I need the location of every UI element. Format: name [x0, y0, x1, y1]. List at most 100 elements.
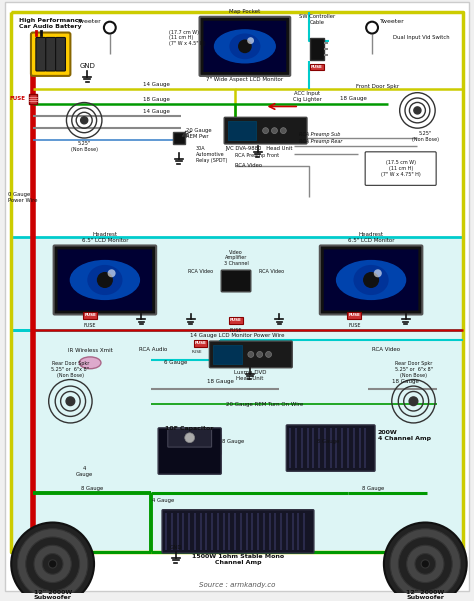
Bar [11, 331, 463, 552]
Text: 6 Gauge: 6 Gauge [164, 361, 188, 365]
Circle shape [81, 117, 88, 124]
Text: 200W
4 Channel Amp: 200W 4 Channel Amp [378, 430, 431, 441]
Text: Video
Amplifier
3 Channel: Video Amplifier 3 Channel [224, 249, 248, 266]
Text: IR Wireless Xmit: IR Wireless Xmit [68, 348, 112, 353]
Circle shape [18, 529, 88, 599]
Bar [229, 317, 243, 324]
Text: 10F Capacitor: 10F Capacitor [165, 426, 214, 431]
Circle shape [263, 127, 269, 133]
Text: Tweeter: Tweeter [77, 19, 102, 24]
FancyBboxPatch shape [31, 32, 70, 76]
Bar [347, 312, 361, 319]
Text: 8 Gauge: 8 Gauge [222, 439, 245, 444]
Text: 20 Gauge REM Turn On Wire: 20 Gauge REM Turn On Wire [226, 402, 303, 407]
FancyBboxPatch shape [200, 17, 290, 76]
Text: Luxma DVD
Head Unit: Luxma DVD Head Unit [234, 370, 266, 380]
Bar [29, 94, 37, 103]
Text: Map Pocket: Map Pocket [229, 9, 261, 14]
Circle shape [409, 397, 418, 406]
Text: 7" Wide Aspect LCD Monitor: 7" Wide Aspect LCD Monitor [206, 77, 283, 82]
Text: FUSE: FUSE [311, 65, 323, 69]
Circle shape [421, 560, 429, 568]
Ellipse shape [214, 29, 276, 64]
Circle shape [185, 433, 194, 442]
Text: (17.5 cm W)
(11 cm H)
(7" W x 4.75" H): (17.5 cm W) (11 cm H) (7" W x 4.75" H) [381, 160, 420, 177]
Text: 1500W 1ohm Stable Mono
Channel Amp: 1500W 1ohm Stable Mono Channel Amp [192, 554, 284, 565]
FancyBboxPatch shape [224, 117, 307, 144]
Text: 5.25"
(Non Bose): 5.25" (Non Bose) [71, 141, 98, 152]
Circle shape [390, 529, 461, 599]
Text: 5.25"
(Non Bose): 5.25" (Non Bose) [412, 131, 439, 142]
Circle shape [398, 537, 452, 591]
Bar [324, 43, 328, 44]
Text: 12" 2000W
Subwoofer: 12" 2000W Subwoofer [406, 590, 445, 600]
Text: RCA Preamp Front: RCA Preamp Front [235, 153, 279, 158]
FancyBboxPatch shape [365, 152, 436, 185]
FancyBboxPatch shape [158, 428, 221, 474]
Circle shape [265, 352, 272, 358]
Bar [310, 64, 324, 70]
Text: 8 Gauge: 8 Gauge [81, 486, 103, 490]
Text: FUSE: FUSE [230, 319, 242, 322]
Text: Tweeter: Tweeter [380, 19, 405, 24]
Text: SW Controller
Cable: SW Controller Cable [299, 14, 335, 25]
Bar [324, 48, 328, 50]
Ellipse shape [79, 357, 101, 369]
Text: 8 Gauge: 8 Gauge [317, 439, 339, 444]
Text: (17.7 cm W)
(11 cm H)
(7" W x 4.5" H): (17.7 cm W) (11 cm H) (7" W x 4.5" H) [169, 29, 206, 46]
FancyBboxPatch shape [162, 510, 314, 553]
Text: Headrest
6.5" LCD Monitor: Headrest 6.5" LCD Monitor [82, 232, 128, 243]
Bar [173, 132, 185, 144]
Text: JVC DVA-9880   Head Unit: JVC DVA-9880 Head Unit [225, 146, 292, 151]
Text: 8 Gauge: 8 Gauge [362, 486, 384, 490]
FancyBboxPatch shape [168, 429, 211, 447]
Circle shape [257, 352, 263, 358]
Text: Source : armkandy.co: Source : armkandy.co [199, 582, 275, 588]
Bar [213, 345, 242, 364]
FancyBboxPatch shape [324, 249, 419, 311]
FancyBboxPatch shape [46, 37, 55, 71]
Ellipse shape [229, 34, 260, 59]
Text: RCA Video: RCA Video [188, 269, 213, 273]
Text: Rear Door Spkr
5.25" or  6"x 8"
(Non Bose): Rear Door Spkr 5.25" or 6"x 8" (Non Bose… [394, 361, 432, 377]
Circle shape [48, 560, 57, 568]
Text: RCA Preamp Sub: RCA Preamp Sub [299, 132, 340, 136]
Circle shape [415, 554, 436, 575]
Bar [11, 237, 463, 331]
Ellipse shape [70, 260, 140, 300]
FancyBboxPatch shape [54, 245, 156, 314]
Text: 4 Gauge: 4 Gauge [152, 498, 174, 503]
Text: 18 Gauge: 18 Gauge [143, 97, 170, 102]
Text: 12" 2000W
Subwoofer: 12" 2000W Subwoofer [34, 590, 72, 600]
Bar [228, 121, 256, 140]
Circle shape [281, 127, 286, 133]
Circle shape [363, 272, 379, 288]
Ellipse shape [354, 265, 389, 295]
FancyBboxPatch shape [210, 341, 292, 368]
Text: 18 Gauge: 18 Gauge [207, 379, 234, 385]
Bar [193, 340, 208, 347]
Circle shape [238, 40, 252, 53]
Text: FUSE: FUSE [84, 323, 96, 328]
Circle shape [66, 397, 75, 406]
Text: FUSE: FUSE [348, 314, 360, 317]
Text: 14 Gauge LCD Monitor Power Wire: 14 Gauge LCD Monitor Power Wire [190, 333, 284, 338]
Ellipse shape [87, 265, 122, 295]
Bar [324, 54, 328, 56]
Text: RCA Video: RCA Video [372, 347, 400, 352]
Text: GND: GND [170, 545, 182, 550]
Circle shape [97, 272, 113, 288]
FancyBboxPatch shape [57, 249, 152, 311]
FancyBboxPatch shape [221, 270, 251, 292]
Ellipse shape [336, 260, 406, 300]
Circle shape [42, 554, 63, 575]
Text: 4
Gauge: 4 Gauge [75, 466, 93, 477]
Text: FUSE: FUSE [195, 341, 207, 345]
FancyBboxPatch shape [203, 20, 286, 72]
Bar [310, 38, 324, 60]
FancyBboxPatch shape [36, 37, 46, 71]
FancyBboxPatch shape [286, 425, 375, 471]
Text: RCA Audio: RCA Audio [139, 347, 167, 352]
Bar [83, 312, 97, 319]
Circle shape [108, 269, 116, 277]
